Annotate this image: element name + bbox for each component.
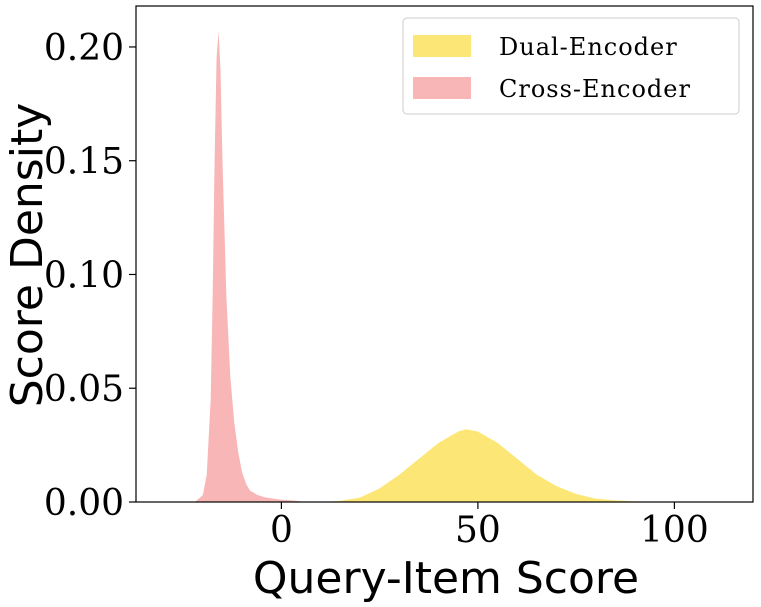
x-axis-title: Query-Item Score bbox=[253, 553, 639, 604]
legend-box bbox=[402, 17, 740, 115]
x-tick-label: 0 bbox=[270, 510, 293, 551]
y-tick-label: 0.10 bbox=[44, 255, 124, 296]
plot-frame bbox=[135, 5, 754, 503]
y-axis-title: Score Density bbox=[2, 103, 53, 408]
plot-area bbox=[135, 5, 754, 503]
y-tick-label: 0.20 bbox=[44, 28, 124, 69]
series-area-cross-encoder bbox=[194, 31, 305, 502]
legend-swatch bbox=[413, 77, 471, 99]
x-tick-label: 50 bbox=[455, 510, 501, 551]
legend-label: Cross-Encoder bbox=[499, 75, 691, 103]
y-axis: 0.00 0.05 0.10 0.15 0.20 bbox=[44, 28, 136, 524]
legend-swatch bbox=[413, 35, 471, 57]
x-axis: 0 50 100 bbox=[270, 502, 709, 551]
x-tick-label: 100 bbox=[640, 510, 709, 551]
legend-label: Dual-Encoder bbox=[499, 33, 678, 61]
series-area-dual-encoder bbox=[320, 429, 714, 502]
y-tick-label: 0.00 bbox=[44, 483, 124, 524]
y-tick-label: 0.05 bbox=[44, 369, 124, 410]
legend: Dual-Encoder Cross-Encoder bbox=[402, 17, 740, 115]
y-tick-label: 0.15 bbox=[44, 142, 124, 183]
